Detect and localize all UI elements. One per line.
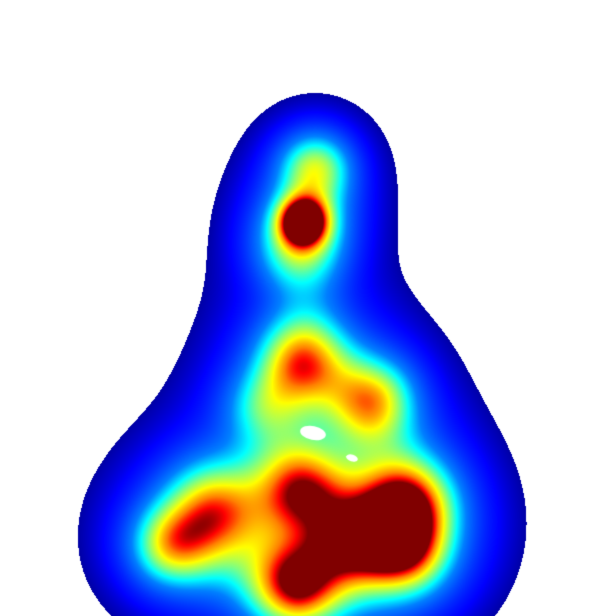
density-heatmap bbox=[0, 0, 616, 616]
heatmap-stage bbox=[0, 0, 616, 616]
